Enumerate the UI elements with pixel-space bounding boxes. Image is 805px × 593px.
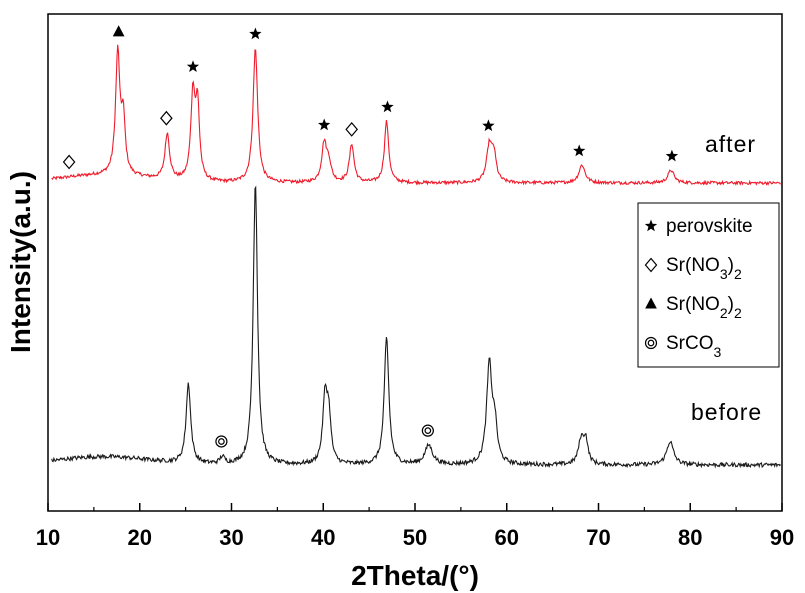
diamond-peak-marker-icon (62, 154, 76, 170)
x-tick-label: 60 (495, 525, 519, 550)
legend: perovskite Sr(NO3)2 Sr(NO2)2 SrCO3 (637, 202, 780, 368)
circle-peak-marker-icon (215, 435, 228, 448)
diamond-legend-icon (644, 257, 658, 273)
series-label-before: before (691, 399, 762, 425)
circle-legend-icon (644, 336, 658, 350)
triangle-legend-icon (645, 297, 657, 309)
star-peak-marker-icon (186, 60, 200, 72)
series-line-after (51, 44, 781, 186)
x-axis-title: 2Theta/(°) (351, 560, 479, 591)
series-label-after: after (705, 131, 756, 157)
legend-box (637, 202, 780, 368)
star-peak-marker-icon (249, 27, 262, 40)
diamond-peak-marker-icon (345, 121, 359, 137)
star-peak-marker-icon (381, 100, 394, 113)
star-legend-icon (644, 219, 658, 232)
series-layer (51, 44, 781, 469)
x-tick-label: 90 (770, 525, 794, 550)
star-peak-marker-icon (482, 119, 495, 132)
x-tick-label: 80 (678, 525, 702, 550)
x-tick-label: 40 (311, 525, 335, 550)
star-peak-marker-icon (573, 144, 586, 157)
x-tick-label: 10 (36, 525, 60, 550)
peak-marker-layer (62, 25, 679, 448)
triangle-peak-marker-icon (112, 25, 125, 37)
x-tick-label: 50 (403, 525, 427, 550)
y-axis-title: Intensity(a.u.) (5, 171, 36, 353)
x-tick-label: 30 (219, 525, 243, 550)
circle-peak-marker-icon (421, 424, 434, 437)
legend-label: Sr(NO2)2 (666, 294, 742, 321)
diamond-peak-marker-icon (160, 110, 173, 126)
series-line-before (51, 185, 781, 469)
x-tick-label: 20 (128, 525, 152, 550)
legend-label: SrCO3 (666, 333, 722, 360)
x-tick-label: 70 (586, 525, 610, 550)
x-axis: 10 20 30 40 50 60 70 80 90 (36, 503, 794, 550)
star-peak-marker-icon (318, 118, 331, 131)
legend-label: Sr(NO3)2 (666, 255, 742, 282)
star-peak-marker-icon (665, 149, 679, 162)
legend-label: perovskite (666, 216, 753, 237)
